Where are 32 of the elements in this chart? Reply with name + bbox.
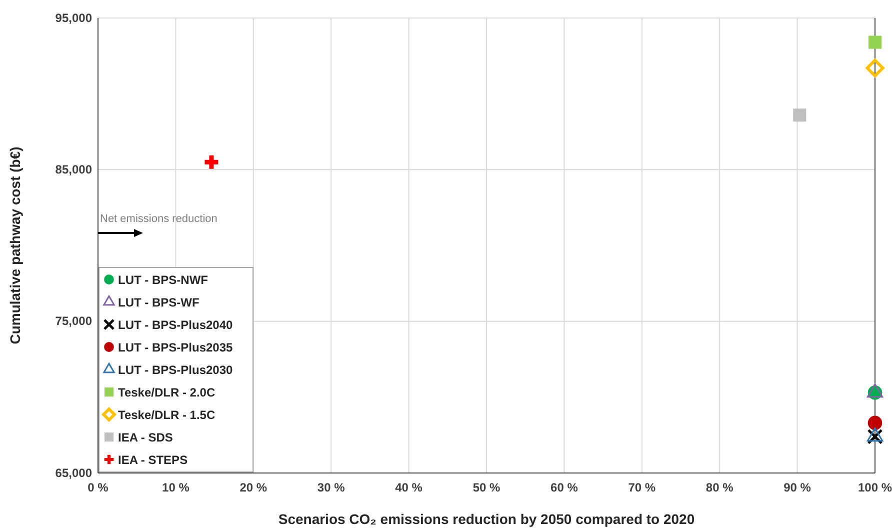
legend-label: LUT - BPS-Plus2040 — [118, 318, 234, 332]
legend-label: LUT - BPS-Plus2030 — [118, 363, 234, 377]
legend-label: IEA - SDS — [118, 430, 173, 444]
x-axis-title: Scenarios CO₂ emissions reduction by 2050 compared to 2020 — [278, 511, 695, 527]
point — [866, 58, 884, 78]
x-tick-label: 30 % — [317, 480, 346, 495]
x-tick-label: 90 % — [784, 480, 812, 495]
point — [793, 108, 806, 122]
legend-label: Teske/DLR - 1.5C — [118, 408, 216, 422]
point — [868, 416, 882, 430]
x-tick-label: 0 % — [88, 480, 109, 495]
legend-label: LUT - BPS-WF — [118, 296, 200, 310]
legend-label: IEA - STEPS — [118, 453, 188, 467]
x-tick-label: 40 % — [395, 480, 423, 495]
x-tick-label: 10 % — [162, 480, 190, 495]
y-tick-label: 85,000 — [55, 162, 92, 177]
annotation: Net emissions reduction — [100, 213, 218, 225]
y-tick-label: 65,000 — [55, 466, 92, 480]
x-tick-label: 70 % — [628, 480, 656, 495]
x-tick-label: 80 % — [706, 480, 734, 495]
point — [868, 36, 882, 49]
x-tick-label: 60 % — [550, 480, 578, 495]
x-tick-label: 50 % — [472, 480, 500, 495]
y-axis-title: Cumulative pathway cost (b€) — [7, 146, 23, 344]
legend-label: LUT - BPS-NWF — [118, 273, 208, 287]
x-tick-label: 100 % — [858, 480, 892, 495]
legend-label: Teske/DLR - 2.0C — [118, 386, 216, 400]
x-tick-label: 20 % — [240, 480, 268, 495]
point — [204, 155, 218, 169]
legend-label: LUT - BPS-Plus2035 — [118, 340, 234, 354]
y-tick-label: 95,000 — [55, 10, 92, 25]
y-tick-label: 75,000 — [55, 314, 92, 328]
